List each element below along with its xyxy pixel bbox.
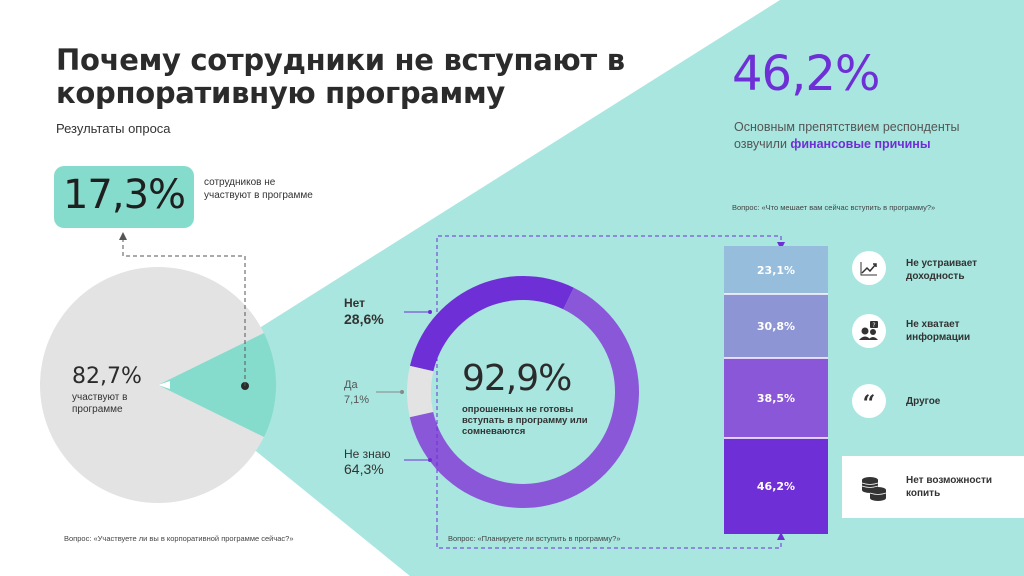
stack-value-label: 23,1% [757, 264, 795, 277]
stack-value-label: 46,2% [757, 480, 795, 493]
donut-connector-bottom [436, 529, 782, 549]
svg-text:“: “ [863, 391, 876, 417]
stack-value-label: 38,5% [757, 392, 795, 405]
chart-growth-icon [852, 251, 886, 285]
reason-label-information: Не хватает информации [906, 319, 971, 343]
connector-arrow-up-2 [777, 532, 785, 540]
svg-text:?: ? [872, 322, 875, 329]
question-barriers: Вопрос: «Что мешает вам сейчас вступить … [732, 203, 936, 212]
donut-value-yes: 7,1% [344, 394, 370, 406]
connector-arrow-up [119, 232, 127, 240]
pie-connector-line [122, 238, 246, 386]
donut-slice-yes [407, 365, 434, 418]
donut-label-yes: Да [344, 379, 358, 391]
stack-segment-information [724, 294, 828, 358]
pie-description: участвуют в программе [72, 392, 128, 415]
coins-icon [856, 470, 890, 504]
donut-value-dont-know: 64,3% [344, 461, 384, 477]
reason-label-other: Другое [906, 396, 941, 407]
headline-value: 46,2% [732, 46, 880, 102]
donut-connector-top [436, 235, 782, 529]
question-participation: Вопрос: «Участвуете ли вы в корпоративно… [64, 534, 294, 543]
donut-value-no: 28,6% [344, 311, 384, 327]
reason-label-returns: Не устраивает доходность [906, 258, 978, 282]
kpi-value: 17,3% [62, 172, 186, 218]
stack-segment-other [724, 358, 828, 438]
donut-hole [432, 301, 614, 483]
pie-value-participating: 82,7% [72, 364, 142, 389]
page-subtitle: Результаты опроса [56, 121, 171, 136]
question-readiness: Вопрос: «Планируете ли вступить в програ… [448, 534, 621, 543]
pie-notch [158, 381, 170, 389]
donut-slice-no [409, 276, 574, 372]
donut-label-no: Нет [344, 296, 366, 310]
pie-slice-not-participating [158, 333, 277, 437]
donut-chart [407, 276, 639, 508]
donut-center-value: 92,9% [462, 358, 572, 399]
headline-description-text: Основным препятствием респонденты озвучи… [734, 120, 960, 151]
headline-highlight: финансовые причины [790, 137, 931, 151]
headline-description: Основным препятствием респонденты озвучи… [734, 119, 1004, 153]
donut-label-dont-know: Не знаю [344, 447, 391, 461]
stacked-bar-chart: 23,1% 30,8% 38,5% 46,2% [724, 246, 828, 534]
kpi-description: сотрудников не участвуют в программе [204, 177, 313, 201]
people-question-icon: ? [852, 314, 886, 348]
stack-value-label: 30,8% [757, 320, 795, 333]
donut-center-description: опрошенных не готовы вступать в программ… [462, 404, 588, 437]
stack-segment-returns [724, 246, 828, 294]
quote-icon: “ [852, 384, 886, 418]
kpi-box-not-participating: 17,3% [54, 166, 194, 228]
stack-segment-savings [724, 438, 828, 534]
reason-label-savings: Нет возможности копить [906, 475, 992, 499]
page-title: Почему сотрудники не вступают в корпорат… [56, 43, 625, 110]
